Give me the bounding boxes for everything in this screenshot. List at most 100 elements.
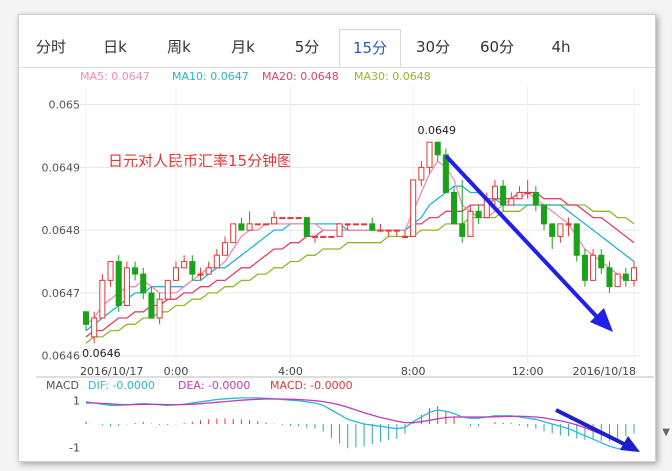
candle-down — [115, 261, 122, 306]
candle-down — [82, 311, 90, 325]
macd-y-tick-label: 1 — [73, 395, 80, 408]
trend-arrow-shaft — [444, 154, 600, 320]
tab-daily-k[interactable]: 日k — [103, 38, 127, 56]
candle-up — [393, 229, 400, 232]
candles — [82, 141, 638, 344]
candle-up — [172, 267, 180, 281]
candle-up — [565, 223, 572, 226]
candle-down — [606, 267, 613, 288]
candle-down — [451, 191, 458, 225]
scroll-right-icon[interactable]: ▼ — [662, 427, 670, 438]
x-tick-label: 4:00 — [278, 365, 303, 378]
candle-up — [213, 254, 220, 269]
candle-up — [156, 298, 163, 319]
candle-up — [262, 223, 269, 226]
candle-up — [123, 267, 130, 306]
candle-up — [328, 235, 335, 238]
legend-ma20: MA20: 0.0648 — [262, 70, 339, 83]
candle-up — [385, 229, 392, 232]
price-annotation: 0.0649 — [418, 124, 457, 137]
macd-title: MACD — [46, 379, 79, 392]
y-tick-label: 0.0646 — [42, 350, 81, 363]
tab-60min[interactable]: 60分 — [479, 38, 515, 56]
candle-down — [475, 210, 482, 219]
tab-monthly-k[interactable]: 月k — [231, 38, 255, 56]
candle-down — [434, 141, 441, 156]
candle-up — [491, 185, 498, 200]
tab-weekly-k[interactable]: 周k — [167, 38, 191, 56]
candle-up — [320, 235, 327, 238]
candle-up — [361, 223, 368, 226]
candle-up — [99, 279, 106, 319]
ma5-line — [85, 160, 634, 325]
candle-down — [132, 267, 139, 275]
candle-up — [222, 242, 229, 256]
price-axis: 0.065 0.0649 0.0648 0.0647 0.0646 — [42, 99, 81, 363]
macd-arrow-shaft — [555, 408, 629, 448]
candle-up — [418, 166, 425, 181]
candle-up — [426, 141, 433, 168]
candle-down — [581, 254, 588, 281]
candle-up — [91, 317, 98, 338]
y-tick-label: 0.065 — [49, 99, 81, 112]
x-tick-label: 2016/10/17 — [80, 365, 143, 378]
candle-up — [344, 223, 351, 226]
candle-up — [410, 179, 417, 237]
candle-down — [369, 223, 376, 231]
x-tick-label: 8:00 — [401, 365, 426, 378]
candle-down — [238, 223, 245, 231]
candle-up — [279, 217, 286, 220]
candle-down — [598, 254, 605, 269]
candle-down — [549, 223, 556, 237]
macd-labels: MACD DIF: -0.0000 DEA: -0.0000 MACD: -0.… — [46, 379, 353, 392]
tab-5min[interactable]: 5分 — [294, 38, 320, 56]
ma-legend: MA5: 0.0647 MA10: 0.0647 MA20: 0.0648 MA… — [80, 70, 431, 83]
price-annotation: 0.0646 — [82, 347, 121, 360]
chart-title: 日元对人民币汇率15分钟图 — [108, 152, 292, 170]
period-tabs: 分时 日k 周k 月k 5分 15分 30分 60分 4h — [19, 29, 655, 68]
candle-up — [181, 261, 188, 269]
candle-up — [508, 198, 515, 206]
x-tick-label: 12:00 — [512, 365, 544, 378]
x-tick-label: 0:00 — [164, 365, 189, 378]
candle-up — [205, 267, 212, 275]
candle-up — [164, 279, 171, 300]
candle-down — [573, 223, 580, 256]
candle-up — [590, 254, 597, 281]
candle-down — [140, 273, 147, 294]
y-tick-label: 0.0649 — [42, 161, 81, 174]
candle-up — [630, 267, 638, 281]
candle-down — [622, 273, 629, 281]
macd-arrow-head — [620, 436, 640, 452]
macd-dea-line — [86, 398, 635, 447]
chart-frame: 分时 日k 周k 月k 5分 15分 30分 60分 4h — [18, 14, 656, 462]
candle-up — [107, 261, 114, 281]
candle-up — [377, 229, 384, 232]
candle-down — [303, 217, 310, 237]
candle-down — [532, 191, 539, 206]
trend-arrow-head — [590, 308, 613, 332]
tab-4h[interactable]: 4h — [551, 38, 571, 56]
ma-lines — [85, 160, 635, 344]
candle-down — [500, 185, 507, 206]
x-tick-label: 2016/10/18 — [573, 365, 636, 378]
ma20-line — [85, 191, 635, 338]
candle-up — [311, 235, 319, 238]
trend-arrow — [444, 154, 613, 332]
tab-30min[interactable]: 30分 — [415, 38, 451, 56]
tab-15min[interactable]: 15分 — [339, 29, 401, 67]
candle-up — [614, 273, 621, 288]
macd-value-label: MACD: -0.0000 — [270, 379, 353, 392]
y-tick-label: 0.0648 — [42, 224, 81, 237]
tab-fenshi[interactable]: 分时 — [35, 38, 66, 56]
candle-up — [557, 223, 564, 237]
price-annotations: 0.0649 0.0646 — [82, 124, 456, 360]
candle-up — [516, 191, 523, 200]
macd-y-tick-label: -1 — [69, 441, 80, 454]
candle-up — [336, 223, 343, 237]
price-grid — [80, 86, 640, 364]
y-tick-label: 0.0647 — [42, 287, 81, 300]
time-axis: 2016/10/17 0:00 4:00 8:00 12:00 2016/10/18 — [80, 365, 636, 378]
candle-down — [540, 204, 548, 225]
